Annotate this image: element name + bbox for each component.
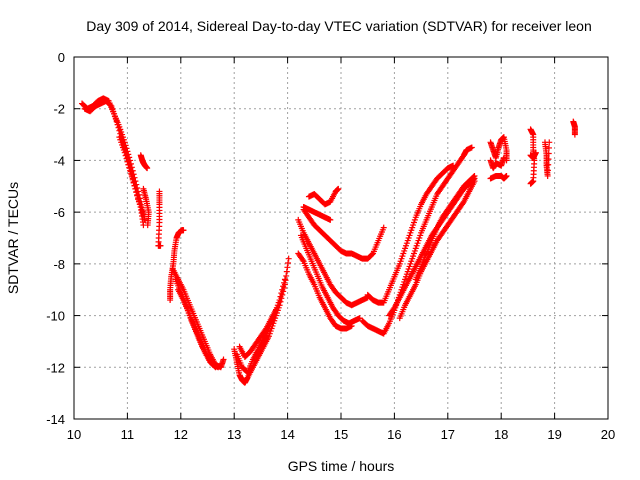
y-tick-label: -6 [53, 205, 65, 220]
x-axis-label: GPS time / hours [288, 458, 395, 474]
y-tick-label: -8 [53, 257, 65, 272]
data-point [135, 194, 142, 201]
data-point [262, 326, 269, 333]
data-point [144, 165, 151, 172]
data-point [545, 161, 552, 168]
data-point [335, 185, 342, 192]
data-point [135, 197, 142, 204]
data-point [128, 173, 135, 180]
x-tick-label: 12 [174, 427, 188, 442]
data-points [79, 95, 578, 386]
data-point [571, 131, 578, 138]
data-point [117, 130, 124, 137]
data-point [130, 179, 137, 186]
chart-title: Day 309 of 2014, Sidereal Day-to-day VTE… [86, 18, 592, 34]
y-tick-label: -2 [53, 102, 65, 117]
x-tick-label: 14 [280, 427, 294, 442]
data-point [450, 162, 457, 169]
data-point [129, 176, 136, 183]
y-tick-label: -10 [46, 309, 65, 324]
data-point [283, 268, 290, 275]
data-point [545, 144, 552, 151]
data-point [114, 121, 121, 128]
y-tick-label: -12 [46, 360, 65, 375]
x-tick-label: 19 [547, 427, 561, 442]
data-point [278, 290, 285, 297]
data-point [545, 150, 552, 157]
data-point [327, 216, 334, 223]
data-point [470, 173, 477, 180]
data-point [127, 170, 134, 177]
data-point [284, 264, 291, 271]
y-tick-labels: 0 -2 -4 -6 -8 -10 -12 -14 [46, 50, 65, 427]
y-tick-label: -4 [53, 153, 65, 168]
data-point [459, 200, 466, 207]
data-point [546, 139, 553, 146]
data-point [220, 356, 227, 363]
data-point [283, 272, 290, 279]
data-point [126, 164, 133, 171]
data-point [123, 155, 130, 162]
data-point [124, 158, 131, 165]
data-point [281, 279, 288, 286]
x-tick-label: 17 [441, 427, 455, 442]
data-point [116, 127, 123, 134]
y-tick-label: -14 [46, 412, 65, 427]
data-point [115, 124, 122, 131]
x-tick-label: 20 [601, 427, 615, 442]
data-point [212, 364, 219, 371]
data-point [471, 172, 478, 179]
data-point [107, 102, 114, 109]
data-point [132, 185, 139, 192]
data-point [157, 242, 164, 249]
data-point [134, 191, 141, 198]
data-point [180, 227, 187, 234]
y-tick-label: 0 [58, 50, 65, 65]
data-point [285, 259, 292, 266]
y-axis-label: SDTVAR / TECUs [5, 182, 21, 294]
data-point [136, 200, 143, 207]
data-point [125, 161, 132, 168]
data-point [285, 255, 292, 262]
data-point [500, 154, 507, 161]
data-point [273, 304, 280, 311]
data-point [131, 182, 138, 189]
data-point [113, 118, 120, 125]
data-point [369, 251, 376, 258]
data-point [348, 322, 355, 329]
data-point [276, 297, 283, 304]
x-tick-label: 11 [121, 427, 135, 442]
data-point [545, 156, 552, 163]
x-tick-label: 15 [334, 427, 348, 442]
data-point [211, 363, 218, 370]
x-tick-label: 10 [67, 427, 81, 442]
data-point [503, 172, 510, 179]
data-point [544, 172, 551, 179]
data-point [121, 149, 128, 156]
data-point [144, 222, 151, 229]
data-point [468, 144, 475, 151]
axis-ticks [73, 56, 609, 420]
x-tick-labels: 10 11 12 13 14 15 16 17 18 19 20 [67, 427, 615, 442]
data-point [279, 286, 286, 293]
x-tick-label: 18 [494, 427, 508, 442]
x-tick-label: 13 [227, 427, 241, 442]
data-point [544, 167, 551, 174]
data-point [133, 188, 140, 195]
data-point [122, 152, 129, 159]
data-point [127, 167, 134, 174]
grid-lines [74, 57, 608, 419]
data-point [532, 149, 539, 156]
data-point [380, 224, 387, 231]
data-point [527, 180, 534, 187]
data-point [277, 293, 284, 300]
data-point [280, 283, 287, 290]
x-tick-label: 16 [387, 427, 401, 442]
data-point [281, 276, 288, 283]
data-point [390, 306, 397, 313]
data-point [299, 256, 306, 263]
